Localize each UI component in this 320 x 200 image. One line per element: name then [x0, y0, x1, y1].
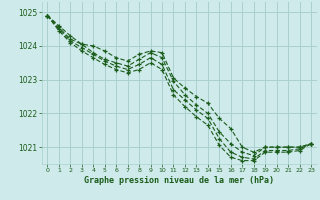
X-axis label: Graphe pression niveau de la mer (hPa): Graphe pression niveau de la mer (hPa) [84, 176, 274, 185]
